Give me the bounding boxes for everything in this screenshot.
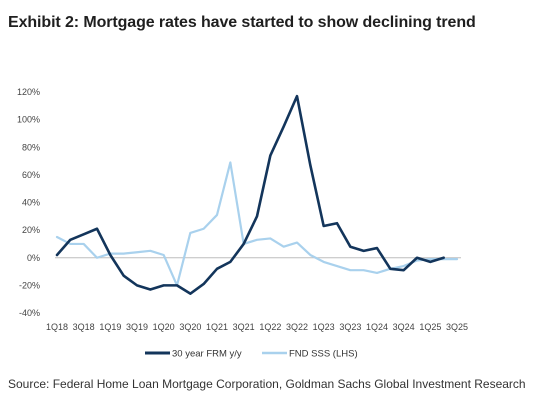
x-tick-label: 1Q18 [46,322,68,332]
y-tick-label: 100% [17,115,40,125]
x-tick-label: 1Q24 [366,322,388,332]
x-tick-label: 1Q21 [206,322,228,332]
y-tick-label: 40% [22,198,40,208]
x-tick-label: 3Q20 [179,322,201,332]
series-line-frm [55,94,445,295]
x-tick-label: 1Q20 [153,322,175,332]
chart-title: Exhibit 2: Mortgage rates have started t… [8,14,476,31]
legend-label: 30 year FRM y/y [172,349,242,360]
y-tick-label: 60% [22,170,40,180]
x-tick-label: 3Q19 [126,322,148,332]
x-tick-label: 3Q21 [233,322,255,332]
legend: 30 year FRM y/y FND SSS (LHS) [145,349,358,360]
series-layer [55,94,459,295]
x-tick-label: 3Q24 [393,322,415,332]
x-tick-label: 1Q22 [259,322,281,332]
y-tick-label: -20% [19,280,40,290]
source-note: Source: Federal Home Loan Mortgage Corpo… [8,377,526,391]
x-axis: 1Q18 3Q18 1Q19 3Q19 1Q20 3Q20 1Q21 3Q21 1Q22 3Q22… [46,322,468,332]
y-tick-label: 0% [27,253,40,263]
y-tick-label: 20% [22,225,40,235]
x-tick-label: 3Q25 [446,322,468,332]
x-tick-label: 3Q22 [286,322,308,332]
y-tick-label: -40% [19,308,40,318]
x-tick-label: 3Q18 [73,322,95,332]
y-axis: -40% -20% 0% 20% 40% 60% 80% 100% 120% [17,87,40,318]
x-tick-label: 1Q23 [313,322,335,332]
y-tick-label: 80% [22,142,40,152]
y-tick-label: 120% [17,87,40,97]
x-tick-label: 1Q25 [419,322,441,332]
x-tick-label: 1Q19 [99,322,121,332]
x-tick-label: 3Q23 [339,322,361,332]
legend-label: FND SSS (LHS) [289,349,358,360]
